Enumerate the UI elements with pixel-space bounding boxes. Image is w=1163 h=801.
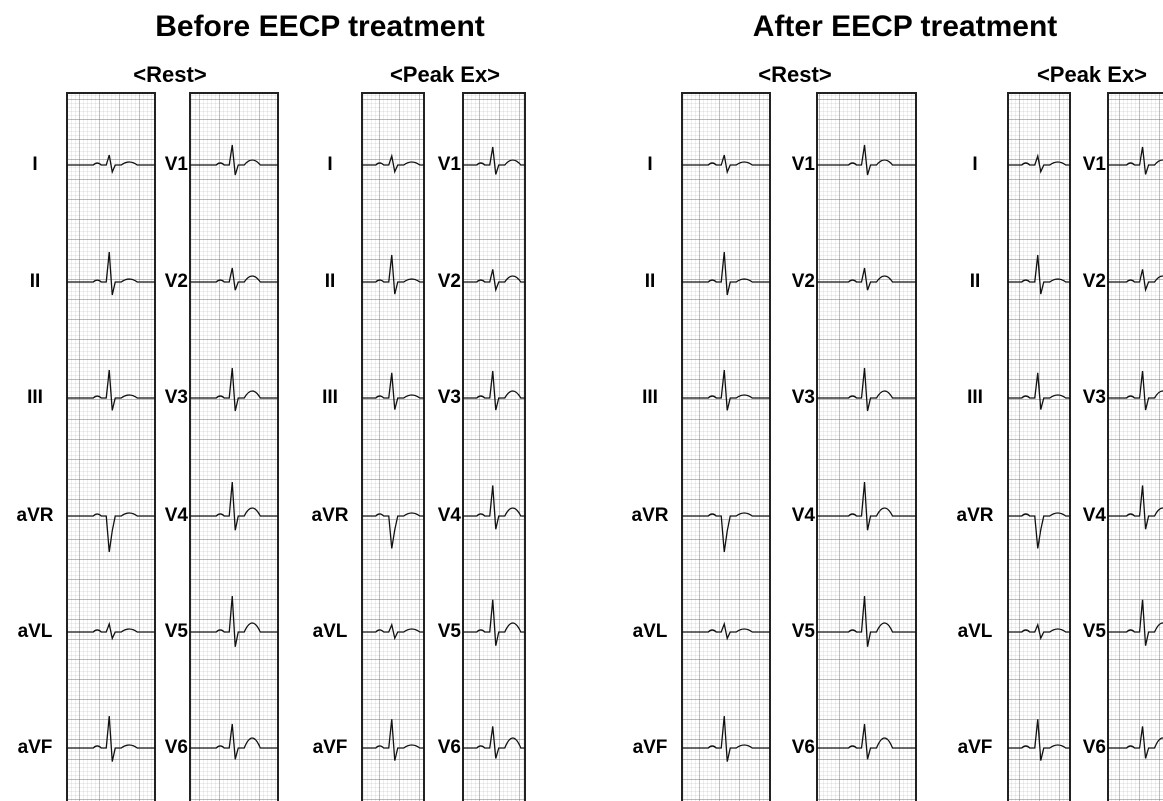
limb-lead-label: aVF bbox=[958, 737, 993, 758]
ecg-strip bbox=[362, 93, 424, 801]
limb-lead-label: aVL bbox=[18, 621, 53, 642]
chest-lead-label: V5 bbox=[792, 621, 816, 642]
limb-lead-label: III bbox=[967, 387, 983, 408]
limb-lead-label: III bbox=[27, 387, 43, 408]
ecg-strip bbox=[190, 93, 278, 801]
limb-lead-label: aVF bbox=[633, 737, 668, 758]
group-title: <Peak Ex> bbox=[390, 62, 500, 87]
limb-lead-label: aVL bbox=[633, 621, 668, 642]
ecg-strip bbox=[463, 93, 525, 801]
chest-lead-label: V2 bbox=[1083, 271, 1106, 292]
chest-lead-label: V6 bbox=[1083, 737, 1106, 758]
ecg-strip bbox=[67, 93, 155, 801]
chest-lead-label: V5 bbox=[1083, 621, 1107, 642]
limb-lead-label: I bbox=[972, 154, 977, 175]
ecg-strip bbox=[1108, 93, 1163, 801]
limb-lead-label: II bbox=[325, 271, 336, 292]
chest-lead-label: V1 bbox=[438, 154, 462, 175]
chest-lead-label: V4 bbox=[1083, 505, 1107, 526]
chest-lead-label: V2 bbox=[165, 271, 188, 292]
limb-lead-label: I bbox=[647, 154, 652, 175]
ecg-strip bbox=[1008, 93, 1070, 801]
chest-lead-label: V3 bbox=[438, 387, 461, 408]
chest-lead-label: V5 bbox=[165, 621, 189, 642]
limb-lead-label: aVF bbox=[313, 737, 348, 758]
limb-lead-label: aVF bbox=[18, 737, 53, 758]
ecg-strip bbox=[682, 93, 770, 801]
panel-title: Before EECP treatment bbox=[155, 10, 485, 43]
limb-lead-label: I bbox=[32, 154, 37, 175]
chest-lead-label: V4 bbox=[438, 505, 462, 526]
group-title: <Rest> bbox=[133, 62, 206, 87]
group-title: <Rest> bbox=[758, 62, 831, 87]
limb-lead-label: aVR bbox=[312, 505, 349, 526]
limb-lead-label: aVL bbox=[313, 621, 348, 642]
group-title: <Peak Ex> bbox=[1037, 62, 1147, 87]
chest-lead-label: V2 bbox=[438, 271, 461, 292]
limb-lead-label: III bbox=[322, 387, 338, 408]
ecg-figure: Before EECP treatment<Rest>IIIIIIaVRaVLa… bbox=[0, 0, 1163, 801]
chest-lead-label: V6 bbox=[165, 737, 188, 758]
limb-lead-label: I bbox=[327, 154, 332, 175]
limb-lead-label: II bbox=[970, 271, 981, 292]
chest-lead-label: V1 bbox=[165, 154, 189, 175]
chest-lead-label: V5 bbox=[438, 621, 462, 642]
limb-lead-label: aVR bbox=[632, 505, 669, 526]
chest-lead-label: V4 bbox=[792, 505, 816, 526]
limb-lead-label: II bbox=[30, 271, 41, 292]
chest-lead-label: V6 bbox=[438, 737, 461, 758]
chest-lead-label: V3 bbox=[1083, 387, 1106, 408]
chest-lead-label: V4 bbox=[165, 505, 189, 526]
chest-lead-label: V2 bbox=[792, 271, 815, 292]
panel-title: After EECP treatment bbox=[753, 10, 1058, 43]
limb-lead-label: II bbox=[645, 271, 656, 292]
chest-lead-label: V6 bbox=[792, 737, 815, 758]
chest-lead-label: V3 bbox=[165, 387, 188, 408]
limb-lead-label: aVL bbox=[958, 621, 993, 642]
limb-lead-label: III bbox=[642, 387, 658, 408]
limb-lead-label: aVR bbox=[17, 505, 54, 526]
chest-lead-label: V1 bbox=[1083, 154, 1107, 175]
ecg-strip bbox=[817, 93, 916, 801]
limb-lead-label: aVR bbox=[957, 505, 994, 526]
chest-lead-label: V3 bbox=[792, 387, 815, 408]
chest-lead-label: V1 bbox=[792, 154, 816, 175]
page: Before EECP treatment<Rest>IIIIIIaVRaVLa… bbox=[0, 0, 1163, 801]
